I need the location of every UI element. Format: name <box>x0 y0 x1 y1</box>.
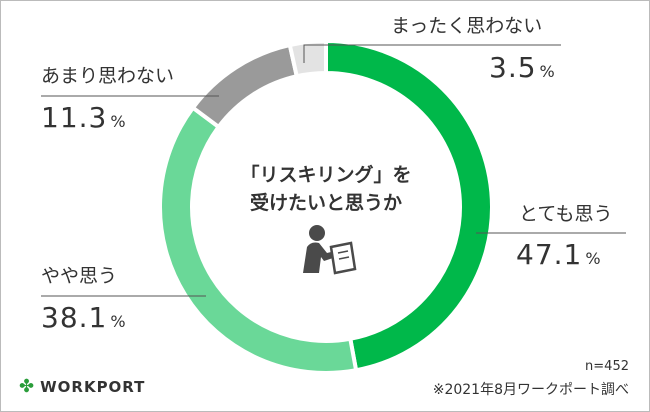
workport-logo: ✤ WORKPORT <box>19 376 146 397</box>
label-mattaku: まったく思わない <box>391 15 543 37</box>
slice-yaya <box>158 104 359 375</box>
label-totemo: とても思う <box>519 203 613 225</box>
pct-totemo: 47.1% <box>516 238 602 271</box>
chart-title: 「リスキリング」を 受けたいと思うか <box>226 161 426 217</box>
label-amari: あまり思わない <box>41 65 175 87</box>
chart-title-line-2: 受けたいと思うか <box>249 192 402 214</box>
slice-amari <box>190 42 300 130</box>
source-note: ※2021年8月ワークポート調べ <box>432 382 629 398</box>
pct-yaya: 38.1% <box>41 301 127 334</box>
clover-icon: ✤ <box>19 376 36 397</box>
slice-mattaku <box>287 38 328 79</box>
chart-title-line-1: 「リスキリング」を <box>240 164 412 186</box>
pct-amari: 11.3% <box>41 101 127 134</box>
leader-mattaku <box>303 44 561 63</box>
sample-size: n=452 <box>585 359 629 374</box>
pct-mattaku: 3.5% <box>489 51 556 84</box>
label-yaya: やや思う <box>41 265 118 287</box>
